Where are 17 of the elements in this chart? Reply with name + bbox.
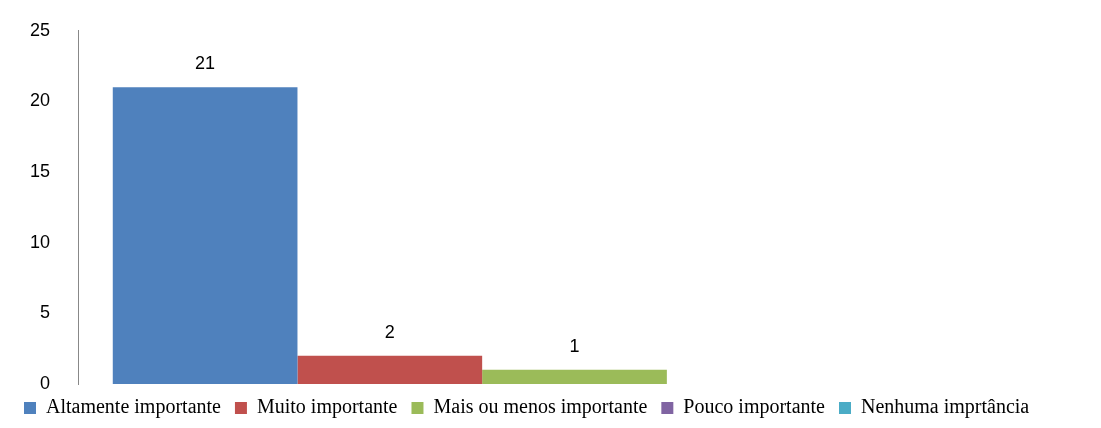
y-tick-label: 10 (29, 231, 51, 252)
y-tick-label: 5 (40, 302, 51, 323)
data-label: 2 (384, 321, 395, 342)
legend-label: Altamente importante (46, 395, 222, 419)
y-tick-label: 25 (29, 19, 51, 40)
legend-label: Pouco importante (683, 395, 826, 419)
bar (482, 369, 667, 384)
bar (112, 87, 298, 384)
legend-label: Mais ou menos importante (433, 395, 648, 419)
data-label: 21 (195, 53, 216, 74)
y-tick-label: 0 (40, 372, 51, 393)
legend-label: Muito importante (256, 395, 398, 419)
legend-label: Nenhuma imprtância (860, 395, 1030, 419)
bar (297, 355, 483, 384)
y-tick-label: 20 (29, 90, 51, 111)
data-label: 1 (569, 335, 580, 356)
y-tick-label: 15 (29, 161, 51, 182)
